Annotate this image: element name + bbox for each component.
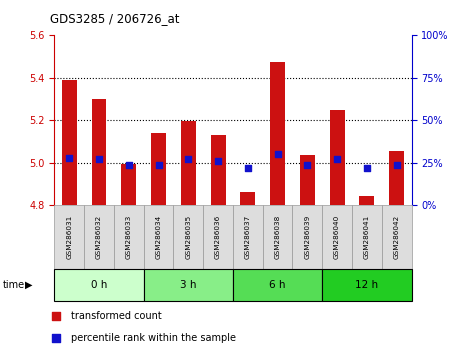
Bar bbox=[122, 164, 136, 205]
Bar bbox=[92, 99, 106, 205]
Point bbox=[304, 162, 311, 167]
Bar bbox=[54, 269, 144, 301]
Text: GSM286037: GSM286037 bbox=[245, 215, 251, 259]
Point bbox=[333, 156, 341, 162]
Text: GSM286039: GSM286039 bbox=[304, 215, 310, 259]
Bar bbox=[359, 196, 374, 205]
Bar bbox=[203, 205, 233, 269]
Text: GSM286036: GSM286036 bbox=[215, 215, 221, 259]
Bar bbox=[352, 205, 382, 269]
Text: 12 h: 12 h bbox=[355, 280, 378, 290]
Text: GSM286033: GSM286033 bbox=[126, 215, 132, 259]
Text: GSM286034: GSM286034 bbox=[156, 215, 162, 259]
Bar bbox=[210, 135, 226, 205]
Point bbox=[324, 45, 332, 51]
Point bbox=[155, 162, 162, 167]
Bar bbox=[151, 133, 166, 205]
Text: GSM286035: GSM286035 bbox=[185, 215, 191, 259]
Point bbox=[95, 156, 103, 162]
Bar bbox=[174, 205, 203, 269]
Text: GDS3285 / 206726_at: GDS3285 / 206726_at bbox=[50, 12, 179, 25]
Bar bbox=[181, 121, 196, 205]
Bar bbox=[382, 205, 412, 269]
Text: GSM286042: GSM286042 bbox=[394, 215, 400, 259]
Bar bbox=[240, 192, 255, 205]
Text: 0 h: 0 h bbox=[91, 280, 107, 290]
Point bbox=[393, 162, 401, 167]
Text: 3 h: 3 h bbox=[180, 280, 197, 290]
Point bbox=[274, 152, 281, 157]
Text: 6 h: 6 h bbox=[269, 280, 286, 290]
Text: ▶: ▶ bbox=[25, 280, 32, 290]
Point bbox=[65, 155, 73, 161]
Point bbox=[363, 165, 371, 171]
Text: GSM286041: GSM286041 bbox=[364, 215, 370, 259]
Bar bbox=[292, 205, 322, 269]
Bar bbox=[144, 269, 233, 301]
Bar bbox=[233, 205, 263, 269]
Bar bbox=[300, 155, 315, 205]
Point bbox=[214, 158, 222, 164]
Text: transformed count: transformed count bbox=[70, 311, 161, 321]
Bar bbox=[322, 269, 412, 301]
Text: GSM286031: GSM286031 bbox=[66, 215, 72, 259]
Bar bbox=[54, 205, 84, 269]
Bar bbox=[330, 110, 344, 205]
Point bbox=[125, 162, 132, 167]
Bar bbox=[114, 205, 144, 269]
Text: GSM286032: GSM286032 bbox=[96, 215, 102, 259]
Bar bbox=[389, 151, 404, 205]
Bar bbox=[62, 80, 77, 205]
Bar bbox=[263, 205, 292, 269]
Bar bbox=[233, 269, 322, 301]
Point bbox=[244, 165, 252, 171]
Text: percentile rank within the sample: percentile rank within the sample bbox=[70, 332, 236, 343]
Text: GSM286038: GSM286038 bbox=[275, 215, 280, 259]
Text: time: time bbox=[2, 280, 25, 290]
Bar bbox=[144, 205, 174, 269]
Point bbox=[324, 238, 332, 244]
Bar bbox=[322, 205, 352, 269]
Bar bbox=[270, 62, 285, 205]
Point bbox=[184, 156, 192, 162]
Text: GSM286040: GSM286040 bbox=[334, 215, 340, 259]
Bar bbox=[84, 205, 114, 269]
